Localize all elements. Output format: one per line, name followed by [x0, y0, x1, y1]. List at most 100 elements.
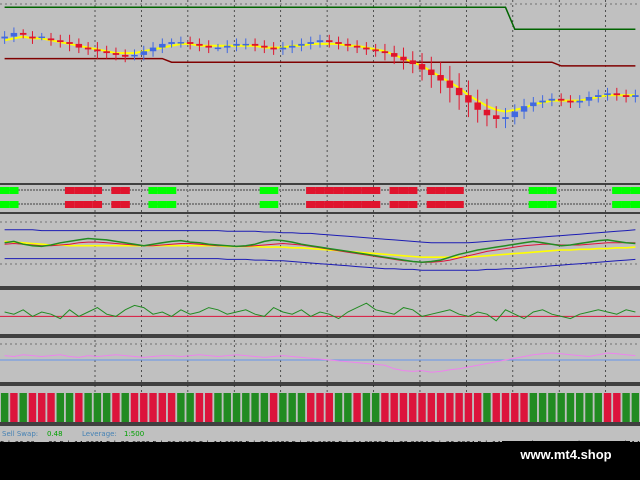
candle-body: [622, 95, 630, 97]
histogram-bar-up: [529, 393, 538, 422]
candle-body: [437, 75, 444, 81]
candle-body: [372, 49, 379, 52]
signal-bear-marker: [306, 187, 316, 194]
histogram-bar-down: [464, 393, 473, 422]
candle-body: [400, 56, 407, 61]
oscillator1-panel: [0, 302, 640, 322]
panel-separator: [0, 183, 640, 185]
histogram-bar-down: [47, 393, 55, 422]
candle-body: [75, 43, 83, 48]
candle-body: [57, 40, 64, 43]
time-axis-label: 24 Feb 06:00: [420, 440, 466, 448]
histogram-bar-down: [38, 393, 46, 422]
signal-bull-marker: [630, 201, 640, 208]
panel-separator: [0, 212, 640, 214]
candle-body: [307, 42, 314, 44]
signal-bull-marker: [621, 201, 631, 208]
histogram-bar-up: [186, 393, 194, 422]
candle-body: [539, 100, 546, 103]
candle-body: [205, 45, 212, 48]
signal-bear-marker: [333, 187, 344, 194]
histogram-bar-down: [158, 393, 167, 422]
histogram-bar-down: [492, 393, 500, 422]
signal-bull-marker: [259, 201, 269, 208]
oscillator1-line: [4, 302, 636, 322]
envelope-lower-line: [4, 258, 636, 271]
histogram-bar-up: [622, 393, 630, 422]
histogram-bar-down: [195, 393, 204, 422]
histogram-bar-down: [269, 393, 278, 422]
signal-bull-marker: [612, 187, 622, 194]
histogram-bar-down: [427, 393, 436, 422]
histogram-bar-up: [344, 393, 352, 422]
candle-body: [261, 45, 268, 48]
candle-body: [353, 45, 361, 48]
signal-bear-marker: [120, 187, 130, 194]
histogram-bar-up: [371, 393, 380, 422]
histogram-bar-up: [56, 393, 64, 422]
signal-bear-marker: [74, 201, 84, 208]
candle-body: [242, 43, 250, 46]
signal-bear-marker: [306, 201, 316, 208]
candle-body: [47, 38, 55, 41]
histogram-bar-down: [316, 393, 324, 422]
histogram-bar-down: [10, 393, 18, 422]
histogram-bar-up: [594, 393, 602, 422]
signal-bear-marker: [371, 201, 381, 208]
envelope-yellow-line: [4, 240, 636, 259]
candle-body: [418, 64, 426, 70]
candle-body: [502, 117, 509, 119]
candle-body: [298, 43, 305, 46]
signal-bear-marker: [445, 187, 455, 194]
histogram-bar-down: [75, 393, 83, 422]
signal-bull-marker: [259, 187, 269, 194]
signal-bear-marker: [361, 187, 372, 194]
time-axis-label: 22 Feb 22:00: [234, 440, 280, 448]
signal-bull-marker: [166, 201, 177, 208]
signal-bull-marker: [528, 201, 538, 208]
vertical-gridlines: [94, 0, 607, 422]
time-axis-label: 24 Feb 14:00: [466, 440, 512, 448]
candle-body: [520, 106, 528, 112]
candle-body: [557, 98, 565, 101]
candle-body: [279, 47, 287, 50]
candle-body: [66, 42, 73, 44]
candle-body: [224, 45, 231, 48]
time-axis-label: 22 Feb 14:00: [188, 440, 234, 448]
signal-bear-marker: [324, 187, 334, 194]
brand-watermark: www.mt4.shop: [502, 441, 630, 467]
candle-body: [177, 42, 185, 44]
histogram-bar-up: [483, 393, 491, 422]
signal-bull-marker: [166, 187, 177, 194]
signal-bear-marker: [454, 187, 464, 194]
swap-value: 0.48: [47, 430, 63, 438]
signal-bear-marker: [426, 187, 436, 194]
histogram-bar-up: [214, 393, 222, 422]
histogram-bar-up: [260, 393, 269, 422]
candle-body: [548, 98, 556, 101]
candle-body: [363, 47, 370, 50]
signal-bull-marker: [268, 201, 279, 208]
histogram-bar-up: [548, 393, 556, 422]
histogram-bar-down: [520, 393, 528, 422]
signal-bull-marker: [537, 187, 548, 194]
candle-body: [121, 54, 129, 57]
histogram-bar-up: [631, 393, 640, 422]
signal-bull-marker: [0, 201, 10, 208]
signal-bull-marker: [268, 187, 279, 194]
time-axis-label: 21 Feb 14:00: [48, 440, 94, 448]
candle-body: [465, 95, 472, 103]
candle-body: [409, 60, 416, 65]
histogram-bar-down: [473, 393, 482, 422]
candle-body: [530, 102, 537, 107]
candle-body: [585, 96, 593, 101]
signal-bull-marker: [157, 187, 167, 194]
candle-body: [344, 43, 352, 46]
histogram-bar-up: [362, 393, 371, 422]
histogram-panel: [0, 393, 640, 422]
signal-bull-marker: [547, 187, 557, 194]
candle-body: [251, 43, 259, 46]
signal-bear-marker: [361, 201, 372, 208]
signal-bear-marker: [352, 201, 362, 208]
